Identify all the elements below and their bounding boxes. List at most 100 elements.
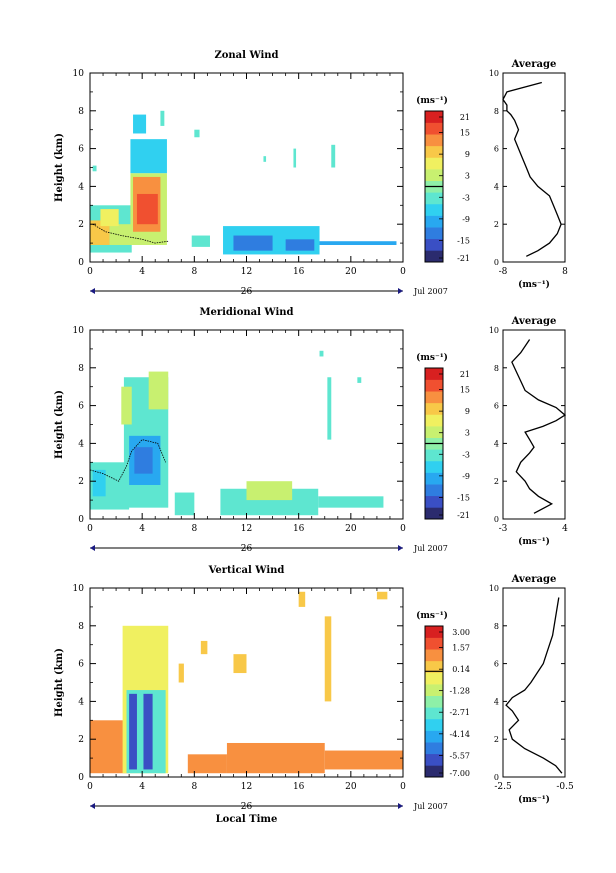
- heatmap-cell: [187, 754, 227, 774]
- colorbar-swatch: [425, 637, 443, 650]
- y-tick-label: 6: [78, 660, 84, 670]
- heatmap-cell: [130, 139, 167, 174]
- x-tick-label: 4: [139, 782, 145, 792]
- x-tick-label: 0: [400, 267, 406, 277]
- date-label: Jul 2007: [413, 802, 448, 811]
- colorbar-tick-label: 1.57: [452, 644, 470, 653]
- profile-line: [502, 81, 562, 257]
- colorbar-swatch: [425, 742, 443, 755]
- profile-y-tick-label: 6: [494, 660, 499, 669]
- colorbar-tick-label: 9: [465, 407, 470, 416]
- colorbar-unit: (ms⁻¹): [416, 95, 448, 106]
- profile-unit: (ms⁻¹): [518, 536, 550, 547]
- colorbar-frame: [424, 625, 444, 778]
- profile-line: [511, 339, 567, 514]
- y-tick-label: 0: [78, 515, 84, 525]
- profile-y-tick-label: 2: [494, 735, 499, 744]
- y-tick-label: 4: [78, 182, 84, 192]
- y-tick-label: 0: [78, 773, 84, 783]
- heatmap-cell: [200, 640, 208, 655]
- profile-frame: [502, 72, 566, 263]
- colorbar-tick-label: -3: [462, 450, 470, 459]
- x-tick-label: 0: [400, 524, 406, 534]
- panel-title: Zonal Wind: [214, 50, 278, 61]
- colorbar-tick-label: 3.00: [452, 628, 470, 637]
- heatmap-cell: [246, 481, 293, 501]
- date-marker: 26: [241, 544, 253, 554]
- colorbar-swatch: [425, 402, 443, 415]
- profile-title: Average: [511, 59, 557, 70]
- colorbar-tick-label: -4.14: [449, 730, 470, 739]
- heatmap-cell: [100, 209, 119, 227]
- heatmap-cell: [90, 220, 110, 245]
- y-tick-label: 2: [78, 735, 84, 745]
- y-tick-label: 10: [73, 326, 85, 336]
- x-axis-label: Local Time: [216, 814, 278, 825]
- colorbar-swatch: [425, 169, 443, 181]
- zero-contour: [89, 439, 166, 482]
- y-tick-label: 0: [78, 258, 84, 268]
- colorbar-swatch: [425, 238, 443, 251]
- profile-y-tick-label: 10: [489, 584, 499, 593]
- heatmap-cell: [134, 447, 153, 474]
- colorbar-tick-label: 21: [460, 113, 470, 122]
- heatmap-cell: [318, 496, 384, 508]
- profile-y-tick-label: 4: [494, 439, 499, 448]
- panel-title: Vertical Wind: [208, 565, 285, 576]
- colorbar-swatch: [425, 484, 443, 497]
- profile-y-tick-label: 2: [494, 477, 499, 486]
- y-tick-label: 10: [73, 584, 85, 594]
- date-axis-arrow-left: [90, 803, 95, 809]
- x-tick-label: 0: [87, 524, 93, 534]
- colorbar-swatch: [425, 695, 443, 708]
- heatmap-cell: [293, 148, 297, 168]
- colorbar-swatch: [425, 718, 443, 731]
- colorbar-tick-label: -15: [457, 236, 470, 245]
- colorbar-swatch: [425, 707, 443, 720]
- x-tick-label: 0: [87, 782, 93, 792]
- profile-y-tick-label: 8: [494, 622, 499, 631]
- colorbar-swatch: [425, 472, 443, 485]
- colorbar-tick-label: -15: [457, 493, 470, 502]
- colorbar-swatch: [425, 122, 443, 135]
- panel-title: Meridional Wind: [199, 307, 293, 318]
- y-tick-label: 10: [73, 69, 85, 79]
- x-tick-label: 16: [293, 267, 305, 277]
- heatmap-cell: [121, 386, 132, 425]
- heatmap-cell: [376, 591, 388, 600]
- x-tick-label: 12: [241, 782, 252, 792]
- y-tick-label: 8: [78, 107, 84, 117]
- y-axis-label: Height (km): [54, 390, 65, 459]
- date-axis-arrow-left: [90, 545, 95, 551]
- profile-y-tick-label: 10: [489, 326, 499, 335]
- profile-unit: (ms⁻¹): [518, 279, 550, 290]
- colorbar-swatch: [425, 649, 443, 662]
- colorbar-swatch: [425, 227, 443, 240]
- colorbar-tick-label: -7.00: [449, 769, 470, 778]
- colorbar-swatch: [425, 753, 443, 766]
- profile-unit: (ms⁻¹): [518, 794, 550, 805]
- date-label: Jul 2007: [413, 544, 448, 553]
- date-marker: 26: [241, 802, 253, 812]
- heatmap-cells: [90, 110, 397, 255]
- heatmap-cell: [233, 654, 247, 674]
- colorbar-swatch: [425, 203, 443, 216]
- colorbar-swatch: [425, 157, 443, 170]
- x-tick-label: 20: [345, 524, 357, 534]
- heatmap-cell: [324, 750, 403, 770]
- profile-y-tick-label: 2: [494, 220, 499, 229]
- colorbar-tick-label: 9: [465, 150, 470, 159]
- heatmap-cell: [136, 193, 158, 225]
- profile-y-tick-label: 0: [494, 773, 499, 782]
- heatmap-cells: [90, 591, 403, 774]
- colorbar-swatch: [425, 111, 443, 123]
- heatmap-cell: [148, 371, 169, 410]
- heatmap-cell: [160, 110, 165, 126]
- colorbar-tick-label: 0.14: [452, 665, 470, 674]
- colorbar-swatch: [425, 684, 443, 696]
- profile-y-tick-label: 4: [494, 697, 499, 706]
- heatmap-cell: [263, 156, 267, 162]
- colorbar-tick-label: -1.28: [449, 687, 470, 696]
